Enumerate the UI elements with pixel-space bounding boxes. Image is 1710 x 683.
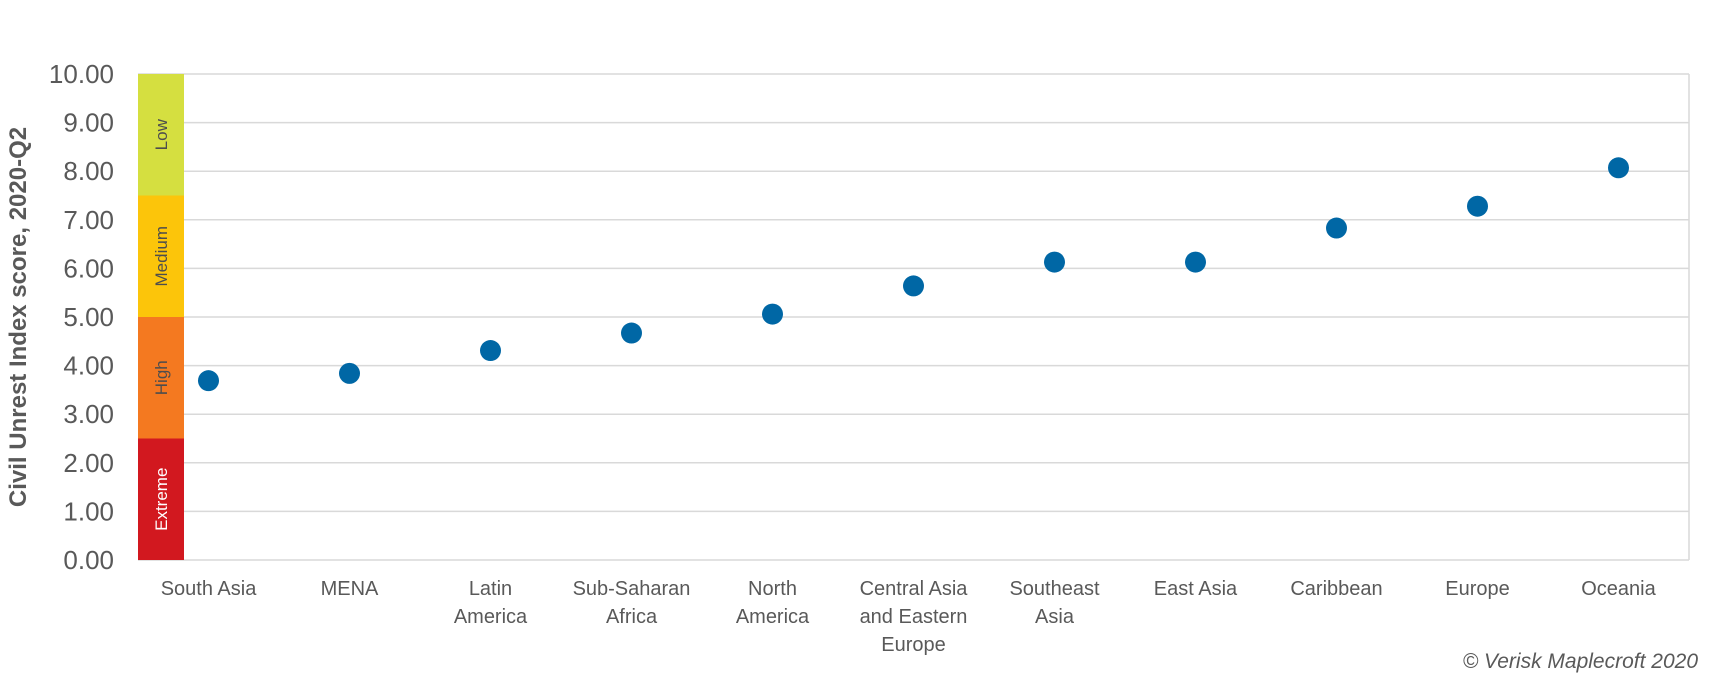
risk-band-label: Extreme bbox=[152, 468, 171, 531]
data-points bbox=[198, 157, 1629, 392]
y-tick-label: 0.00 bbox=[63, 545, 114, 575]
x-category-label: Oceania bbox=[1581, 578, 1656, 600]
risk-band-label: Medium bbox=[152, 226, 171, 286]
copyright-credit: © Verisk Maplecroft 2020 bbox=[1463, 650, 1699, 673]
x-category-label: MENA bbox=[321, 578, 379, 600]
risk-band-medium bbox=[138, 195, 184, 317]
data-point bbox=[762, 303, 783, 325]
x-category-label: and Eastern bbox=[860, 606, 968, 628]
y-axis-ticks: 0.00 1.00 2.00 3.00 4.00 5.00 6.00 7.00 8.00 9.00… bbox=[49, 59, 114, 575]
risk-band-label: High bbox=[152, 360, 171, 395]
y-tick-label: 7.00 bbox=[63, 205, 114, 235]
data-point bbox=[480, 340, 501, 362]
risk-band-low bbox=[138, 74, 184, 196]
x-category-label: Europe bbox=[1445, 578, 1510, 600]
x-category-label: Sub-Saharan bbox=[573, 578, 691, 600]
data-point bbox=[1608, 157, 1629, 179]
risk-band-extreme bbox=[138, 438, 184, 560]
y-axis-title: Civil Unrest Index score, 2020-Q2 bbox=[5, 127, 32, 507]
y-tick-label: 2.00 bbox=[63, 448, 114, 478]
data-point bbox=[339, 362, 360, 384]
x-axis-labels: South Asia MENA Latin America Sub-Saharan Afr… bbox=[161, 578, 1657, 656]
x-category-label: Africa bbox=[606, 606, 658, 628]
gridlines bbox=[138, 73, 1690, 561]
x-category-label: South Asia bbox=[161, 578, 258, 600]
x-category-label: America bbox=[454, 606, 528, 628]
x-category-label: Caribbean bbox=[1290, 578, 1382, 600]
x-category-label: Latin bbox=[469, 578, 512, 600]
data-point bbox=[621, 322, 642, 344]
y-tick-label: 9.00 bbox=[63, 108, 114, 138]
y-tick-label: 3.00 bbox=[63, 399, 114, 429]
risk-band-high bbox=[138, 317, 184, 439]
data-point bbox=[1185, 251, 1206, 273]
data-point bbox=[198, 370, 219, 392]
y-tick-label: 6.00 bbox=[63, 253, 114, 283]
x-category-label: East Asia bbox=[1154, 578, 1238, 600]
x-category-label: Southeast bbox=[1009, 578, 1100, 600]
risk-bands: Extreme High Medium Low bbox=[138, 74, 184, 560]
x-category-label: North bbox=[748, 578, 797, 600]
data-point bbox=[1044, 251, 1065, 273]
y-tick-label: 5.00 bbox=[63, 302, 114, 332]
x-category-label: Central Asia bbox=[860, 578, 969, 600]
data-point bbox=[1467, 195, 1488, 217]
risk-band-label: Low bbox=[152, 118, 171, 150]
data-point bbox=[1326, 217, 1347, 239]
x-category-label: Asia bbox=[1035, 606, 1075, 628]
y-tick-label: 10.00 bbox=[49, 59, 114, 89]
x-category-label: America bbox=[736, 606, 810, 628]
data-point bbox=[903, 275, 924, 297]
x-category-label: Europe bbox=[881, 634, 946, 656]
y-tick-label: 1.00 bbox=[63, 496, 114, 526]
y-tick-label: 4.00 bbox=[63, 351, 114, 381]
y-tick-label: 8.00 bbox=[63, 156, 114, 186]
